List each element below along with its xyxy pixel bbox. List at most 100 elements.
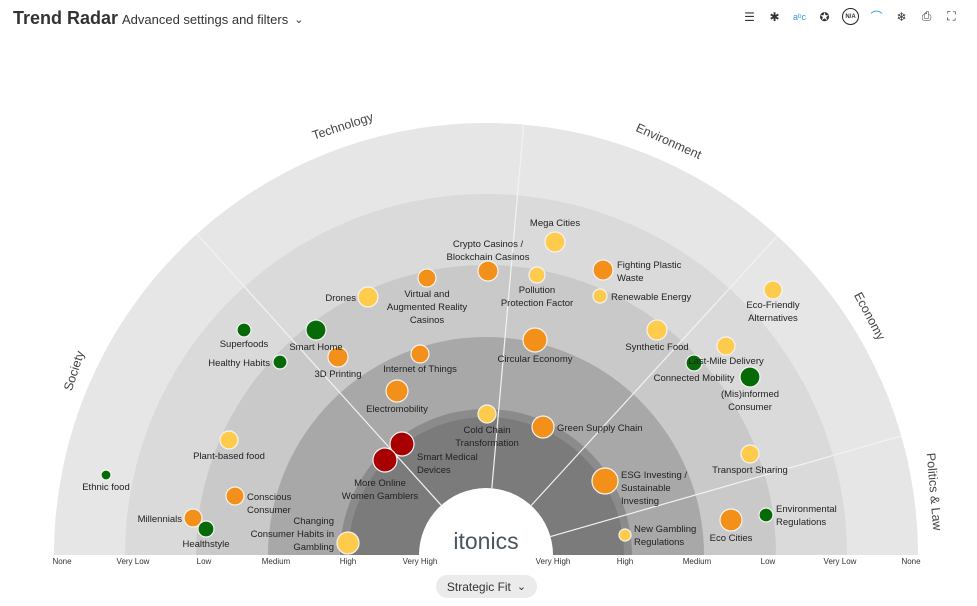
- trend-dot[interactable]: [357, 286, 379, 308]
- trend-label: Drones: [325, 293, 356, 304]
- trend-dot[interactable]: [740, 444, 760, 464]
- strategic-fit-dropdown[interactable]: Strategic Fit ⌄: [436, 575, 537, 598]
- trend-label: 3D Printing: [315, 369, 362, 380]
- trend-item[interactable]: [410, 344, 430, 364]
- trend-dot[interactable]: [592, 288, 608, 304]
- trend-item[interactable]: [389, 431, 415, 457]
- trend-dot[interactable]: [385, 379, 409, 403]
- trend-item[interactable]: [716, 336, 736, 356]
- trend-item[interactable]: [522, 327, 548, 353]
- trend-dot[interactable]: [477, 404, 497, 424]
- trend-item[interactable]: [739, 366, 761, 388]
- trend-dot[interactable]: [531, 415, 555, 439]
- trend-dot[interactable]: [372, 447, 398, 473]
- trend-dot[interactable]: [716, 336, 736, 356]
- trend-dot[interactable]: [305, 319, 327, 341]
- trend-item[interactable]: [719, 508, 743, 532]
- trend-dot[interactable]: [183, 508, 203, 528]
- chevron-down-icon: ⌄: [294, 14, 304, 26]
- trend-item[interactable]: [544, 231, 566, 253]
- trend-item[interactable]: [531, 415, 555, 439]
- trend-label: Changing: [293, 516, 334, 527]
- snowflake-radar-icon[interactable]: ❄: [896, 9, 907, 24]
- advanced-settings-dropdown[interactable]: Advanced settings and filters ⌄: [122, 12, 303, 27]
- trend-label: Investing: [621, 496, 659, 507]
- trend-dot[interactable]: [758, 507, 774, 523]
- sector-label[interactable]: Society: [61, 348, 87, 392]
- trend-dot[interactable]: [389, 431, 415, 457]
- trend-item[interactable]: [646, 319, 668, 341]
- trend-item[interactable]: [225, 486, 245, 506]
- trend-item[interactable]: [385, 379, 409, 403]
- axis-tick-label: Very High: [403, 557, 438, 566]
- trend-item[interactable]: [100, 469, 112, 481]
- trend-dot[interactable]: [522, 327, 548, 353]
- trend-item[interactable]: [685, 354, 703, 372]
- trend-dot[interactable]: [719, 508, 743, 532]
- sector-label[interactable]: Politics & Law: [924, 452, 945, 532]
- trend-dot[interactable]: [197, 520, 215, 538]
- trend-item[interactable]: [591, 467, 619, 495]
- axis-tick-label: None: [901, 557, 921, 566]
- trend-dot[interactable]: [236, 322, 252, 338]
- trend-item[interactable]: [477, 260, 499, 282]
- trend-label: Eco Cities: [710, 533, 753, 544]
- trend-dot[interactable]: [477, 260, 499, 282]
- trend-dot[interactable]: [336, 531, 360, 555]
- trend-dot[interactable]: [219, 430, 239, 450]
- star-radar-icon[interactable]: ✪: [819, 9, 830, 24]
- trend-item[interactable]: [763, 280, 783, 300]
- trend-item[interactable]: [592, 259, 614, 281]
- trend-dot[interactable]: [417, 268, 437, 288]
- trend-dot[interactable]: [100, 469, 112, 481]
- na-icon[interactable]: N/A: [842, 8, 859, 25]
- trend-item[interactable]: [236, 322, 252, 338]
- sector-label[interactable]: Technology: [311, 110, 376, 143]
- fullscreen-icon[interactable]: ⛶: [947, 9, 956, 23]
- trend-dot[interactable]: [327, 346, 349, 368]
- trend-label: Consumer: [728, 402, 772, 413]
- pdf-icon[interactable]: ⎙: [921, 9, 932, 23]
- trend-item[interactable]: [477, 404, 497, 424]
- trend-dot[interactable]: [528, 266, 546, 284]
- trend-item[interactable]: [197, 520, 215, 538]
- network-icon[interactable]: ✱: [769, 9, 780, 24]
- trend-dot[interactable]: [646, 319, 668, 341]
- radar-ring: [348, 417, 624, 555]
- trend-dot[interactable]: [685, 354, 703, 372]
- axis-tick-label: Low: [761, 557, 776, 566]
- trend-item[interactable]: [357, 286, 379, 308]
- trend-dot[interactable]: [763, 280, 783, 300]
- list-icon[interactable]: ☰: [744, 9, 755, 24]
- trend-item[interactable]: [528, 266, 546, 284]
- arc-icon[interactable]: ⌒: [870, 10, 883, 24]
- trend-dot[interactable]: [591, 467, 619, 495]
- trend-item[interactable]: [758, 507, 774, 523]
- radar-center: [419, 488, 553, 555]
- trend-item[interactable]: [618, 528, 632, 542]
- trend-dot[interactable]: [272, 354, 288, 370]
- trend-dot[interactable]: [225, 486, 245, 506]
- axis-tick-label: Very High: [536, 557, 571, 566]
- trend-label: Environmental: [776, 504, 837, 515]
- trend-item[interactable]: [372, 447, 398, 473]
- axis-tick-label: Very Low: [824, 557, 857, 566]
- trend-label: Renewable Energy: [611, 292, 692, 303]
- trend-item[interactable]: [305, 319, 327, 341]
- trend-dot[interactable]: [618, 528, 632, 542]
- trend-item[interactable]: [592, 288, 608, 304]
- trend-label: Smart Medical: [417, 452, 478, 463]
- trend-item[interactable]: [183, 508, 203, 528]
- trend-item[interactable]: [327, 346, 349, 368]
- trend-dot[interactable]: [592, 259, 614, 281]
- trend-dot[interactable]: [410, 344, 430, 364]
- trend-item[interactable]: [336, 531, 360, 555]
- trend-item[interactable]: [219, 430, 239, 450]
- trend-item[interactable]: [272, 354, 288, 370]
- trend-item[interactable]: [740, 444, 760, 464]
- trend-dot[interactable]: [544, 231, 566, 253]
- sector-divider: [530, 235, 778, 506]
- text-size-icon[interactable]: aᵇc: [793, 11, 806, 22]
- trend-dot[interactable]: [739, 366, 761, 388]
- trend-item[interactable]: [417, 268, 437, 288]
